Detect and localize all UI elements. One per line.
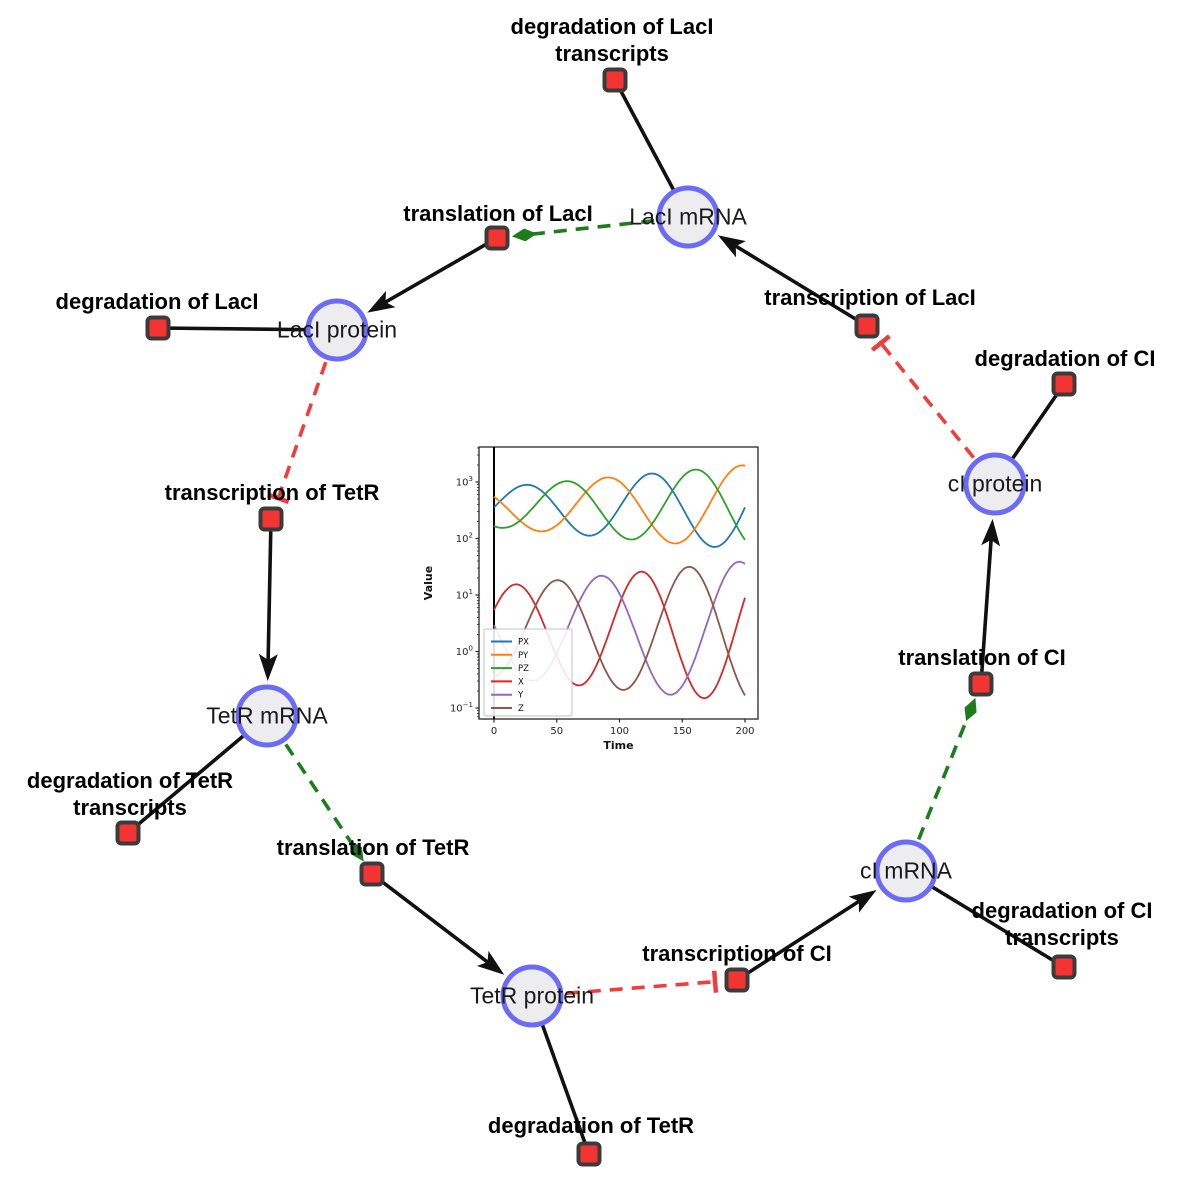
species-node-laci-mrna[interactable] [656, 185, 720, 249]
chart-legend-label-Y: Y [517, 691, 524, 701]
reaction-node-degradation-of-tetr[interactable] [576, 1141, 602, 1167]
reaction-node-degradation-of-laci-transcripts[interactable] [602, 67, 628, 93]
chart-x-tick-label: 100 [610, 726, 629, 737]
reaction-node-translation-of-ci[interactable] [968, 671, 994, 697]
edge-modifier-laci-mrna-to-translation-of-laci [531, 218, 655, 236]
species-node-tetr-mrna[interactable] [235, 684, 299, 748]
chart-xlabel: Time [603, 739, 633, 752]
chart-x-tick-label: 50 [550, 726, 563, 737]
chart-legend-label-PX: PX [518, 638, 529, 648]
chart-y-tick-label: 103 [456, 475, 473, 489]
edge-production-transcription-of-laci-to-laci-mrna-arrowhead-icon [717, 235, 746, 258]
chart-x-tick-label: 150 [673, 726, 692, 737]
chart-series-PX [493, 472, 746, 548]
reaction-node-degradation-of-ci-transcripts[interactable] [1051, 954, 1077, 980]
edge-modifier-ci-mrna-to-translation-of-ci [916, 715, 970, 841]
chart-y-tick-label: 100 [456, 645, 473, 659]
chart-legend-label-Z: Z [518, 704, 524, 714]
chart-series-Z [493, 565, 746, 696]
chart-series-PZ [493, 468, 746, 541]
edge-inhibition-tetr-protein-to-transcription-of-ci [565, 979, 716, 996]
chart-ylabel: Value [422, 566, 435, 600]
edge-production-translation-of-ci-to-ci-protein [979, 534, 994, 685]
chart-legend-label-PZ: PZ [518, 664, 529, 674]
edge-inhibition-ci-protein-to-transcription-of-laci [879, 341, 975, 459]
species-node-laci-protein[interactable] [305, 298, 369, 362]
chart-legend-label-X: X [518, 677, 524, 687]
edge-production-translation-of-tetr-to-tetr-protein-arrowhead-icon [476, 950, 505, 975]
edge-production-translation-of-tetr-to-tetr-protein [370, 872, 493, 967]
edge-production-transcription-of-ci-to-ci-mrna [736, 897, 865, 982]
reaction-node-degradation-of-laci[interactable] [145, 315, 171, 341]
species-node-tetr-protein[interactable] [500, 964, 564, 1028]
reaction-node-transcription-of-laci[interactable] [854, 313, 880, 339]
edge-production-translation-of-ci-to-ci-protein-arrowhead-icon [981, 518, 1001, 547]
species-node-ci-mrna[interactable] [874, 839, 938, 903]
chart-x-tick-label: 200 [735, 726, 754, 737]
edge-inhibition-laci-protein-to-transcription-of-tetr [276, 361, 328, 499]
chart-legend-label-PY: PY [518, 651, 529, 661]
chart-y-tick-label: 101 [456, 588, 473, 602]
edge-modifier-ci-mrna-to-translation-of-ci-arrowhead-icon [964, 697, 977, 722]
edge-production-transcription-of-laci-to-laci-mrna [730, 241, 868, 328]
reaction-node-translation-of-laci[interactable] [484, 225, 510, 251]
edge-production-transcription-of-tetr-to-tetr-mrna-arrowhead-icon [258, 653, 278, 681]
chart-series-PY [493, 464, 746, 545]
edge-inhibition-tetr-protein-to-transcription-of-ci-tbar-icon [711, 970, 719, 993]
reaction-node-degradation-of-tetr-transcripts[interactable] [115, 820, 141, 846]
edge-modifier-tetr-mrna-to-translation-of-tetr [284, 743, 355, 846]
edge-modifier-laci-mrna-to-translation-of-laci-arrowhead-icon [511, 228, 537, 242]
reaction-node-degradation-of-ci[interactable] [1051, 371, 1077, 397]
species-node-ci-protein[interactable] [963, 452, 1027, 516]
chart-x-tick-label: 0 [491, 726, 497, 737]
chart-y-tick-label: 10−1 [450, 701, 473, 715]
reaction-node-translation-of-tetr[interactable] [359, 861, 385, 887]
reaction-node-transcription-of-tetr[interactable] [258, 506, 284, 532]
edge-production-transcription-of-tetr-to-tetr-mrna [266, 518, 273, 666]
edge-production-translation-of-laci-to-laci-protein-arrowhead-icon [367, 290, 396, 313]
reaction-node-transcription-of-ci[interactable] [724, 967, 750, 993]
edge-inhibition-laci-protein-to-transcription-of-tetr-tbar-icon [267, 492, 290, 504]
edge-production-transcription-of-ci-to-ci-mrna-arrowhead-icon [848, 890, 877, 913]
inset-chart: 10−1 100 101 102 103 0 50 100 150 200 Time Value PX P… [422, 446, 759, 752]
chart-y-tick-label: 102 [456, 532, 473, 546]
edge-inhibition-ci-protein-to-transcription-of-laci-tbar-icon [870, 334, 891, 352]
edge-production-translation-of-laci-to-laci-protein [380, 236, 498, 307]
edge-modifier-tetr-mrna-to-translation-of-tetr-arrowhead-icon [349, 840, 364, 862]
